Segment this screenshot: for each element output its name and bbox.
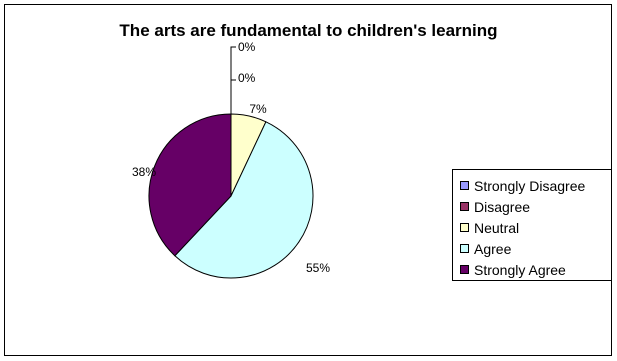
legend-item-strongly-disagree: Strongly Disagree [460, 175, 611, 196]
legend-swatch [460, 202, 469, 211]
legend-item-strongly-agree: Strongly Agree [460, 259, 611, 280]
leader-line-strongly-disagree [230, 46, 236, 114]
legend-label: Strongly Agree [474, 261, 566, 278]
legend-item-neutral: Neutral [460, 217, 611, 238]
legend-swatch [460, 265, 469, 274]
chart-title: The arts are fundamental to children's l… [119, 21, 498, 40]
data-label-agree: 55% [306, 261, 330, 275]
data-label-neutral: 7% [249, 102, 267, 116]
pie-slice-strongly-agree [148, 113, 232, 257]
legend-label: Neutral [474, 219, 520, 236]
data-label-disagree: 0% [238, 71, 256, 85]
legend-swatch [460, 181, 469, 190]
legend-label: Agree [474, 240, 512, 257]
data-label-strongly-agree: 38% [132, 165, 156, 179]
legend-swatch [460, 223, 469, 232]
legend: Strongly Disagree Disagree Neutral Agree Str… [452, 169, 612, 281]
legend-item-disagree: Disagree [460, 196, 611, 217]
legend-label: Disagree [474, 198, 531, 215]
legend-item-agree: Agree [460, 238, 611, 259]
pie-slice-agree [174, 121, 314, 279]
legend-label: Strongly Disagree [474, 177, 586, 194]
legend-swatch [460, 244, 469, 253]
data-label-strongly-disagree: 0% [238, 40, 256, 54]
